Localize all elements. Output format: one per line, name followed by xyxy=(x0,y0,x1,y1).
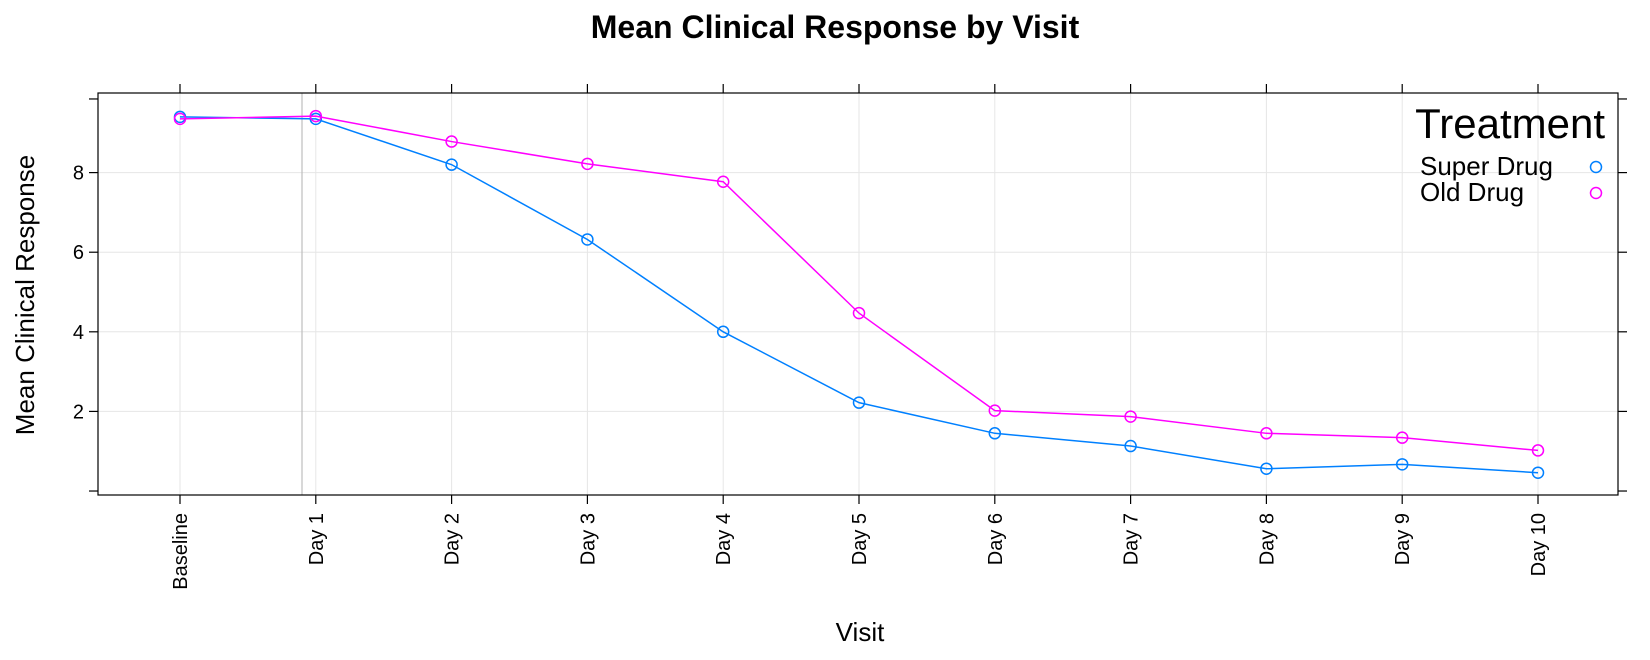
y-tick-label: 8 xyxy=(73,163,84,185)
x-tick-label: Day 6 xyxy=(985,513,1007,565)
legend-label-super-drug: Super Drug xyxy=(1420,151,1553,181)
data-point-super-drug xyxy=(852,396,866,409)
y-tick-label: 6 xyxy=(73,242,84,264)
data-point-old-drug xyxy=(581,157,594,171)
data-point-super-drug xyxy=(988,427,1002,440)
data-point-super-drug xyxy=(445,158,458,171)
series-line-super-drug xyxy=(179,116,1539,474)
data-point-old-drug xyxy=(988,404,1002,417)
axes: Baseline Day 1 Day 2 Day 3 Day 4 Day 5 Day 6 Da… xyxy=(73,84,1627,590)
plot-frame xyxy=(97,92,1619,496)
x-tick-label: Day 3 xyxy=(577,513,599,565)
y-tick-label: 2 xyxy=(73,401,84,423)
grid xyxy=(98,93,1618,495)
data-point-old-drug xyxy=(1531,444,1545,457)
x-tick-label: Day 9 xyxy=(1392,513,1414,565)
y-axis-label: Mean Clinical Response xyxy=(10,155,40,435)
data-point-super-drug xyxy=(1124,439,1137,453)
data-point-super-drug xyxy=(581,233,594,246)
data-point-old-drug xyxy=(852,306,866,320)
data-point-super-drug xyxy=(1260,462,1273,475)
data-point-old-drug xyxy=(445,135,458,148)
x-tick-label: Day 1 xyxy=(306,513,328,565)
data-point-old-drug xyxy=(309,109,323,123)
x-tick-label: Day 4 xyxy=(713,513,735,565)
data-point-super-drug xyxy=(716,325,730,339)
legend-title: Treatment xyxy=(1415,100,1605,147)
series-line-old-drug xyxy=(179,115,1539,452)
data-point-old-drug xyxy=(1124,410,1137,423)
y-tick-label: 4 xyxy=(73,322,84,344)
x-tick-label: Day 7 xyxy=(1121,513,1143,565)
data-point-old-drug xyxy=(1260,427,1273,440)
series xyxy=(173,109,1545,479)
data-point-old-drug xyxy=(173,112,187,126)
x-tick-label: Day 8 xyxy=(1256,513,1278,565)
legend-label-old-drug: Old Drug xyxy=(1420,177,1524,207)
x-tick-label: Day 5 xyxy=(849,513,871,565)
legend-marker-super-drug xyxy=(1589,160,1603,174)
data-point-super-drug xyxy=(1395,458,1409,471)
x-tick-label: Baseline xyxy=(170,513,192,590)
chart-title: Mean Clinical Response by Visit xyxy=(591,9,1080,45)
x-axis-label: Visit xyxy=(836,617,885,647)
data-point-old-drug xyxy=(1395,431,1409,444)
x-tick-label: Day 2 xyxy=(442,513,464,565)
legend-marker-old-drug xyxy=(1589,186,1603,200)
data-point-old-drug xyxy=(716,175,730,189)
data-point-super-drug xyxy=(1531,466,1545,479)
x-tick-label: Day 10 xyxy=(1528,513,1550,576)
